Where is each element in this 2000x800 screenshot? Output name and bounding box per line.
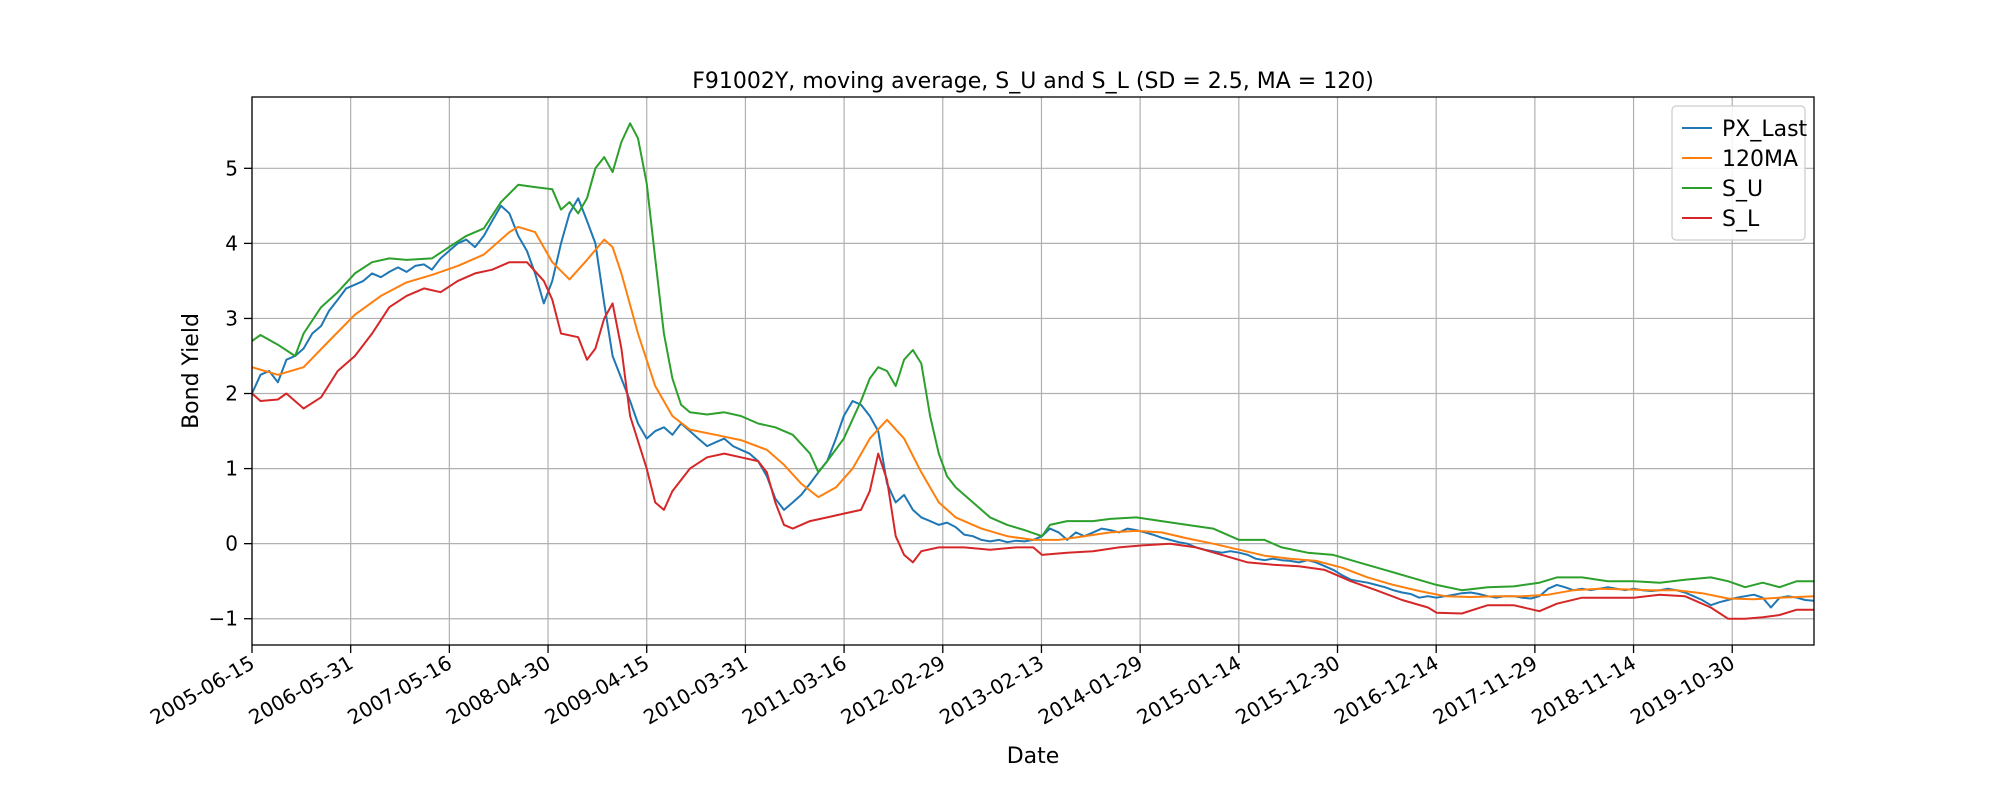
y-tick-label: 0 (225, 532, 238, 556)
series-area (252, 122, 1814, 620)
series-line-s-u (252, 122, 1814, 592)
plot-frame (251, 96, 1815, 646)
y-axis: −1 0 1 2 3 4 5 (209, 156, 252, 631)
y-tick-label: −1 (209, 607, 238, 631)
y-tick-label: 3 (225, 306, 238, 330)
series-line-s-l (252, 261, 1814, 620)
legend: PX_Last 120MA S_U S_L (1671, 105, 1808, 241)
chart-title: F91002Y, moving average, S_U and S_L (SD… (692, 69, 1374, 94)
legend-entry: S_U (1722, 177, 1763, 202)
legend-entry: S_L (1722, 207, 1760, 232)
y-axis-label: Bond Yield (179, 313, 204, 429)
y-tick-label: 4 (225, 231, 238, 255)
y-tick-label: 1 (225, 457, 238, 481)
legend-box (1671, 105, 1806, 241)
y-tick-label: 5 (225, 156, 238, 180)
legend-entry: 120MA (1722, 147, 1798, 172)
x-axis-label: Date (1007, 744, 1060, 769)
series-line-120ma (252, 225, 1814, 601)
y-tick-label: 2 (225, 382, 238, 406)
legend-entry: PX_Last (1722, 117, 1808, 142)
